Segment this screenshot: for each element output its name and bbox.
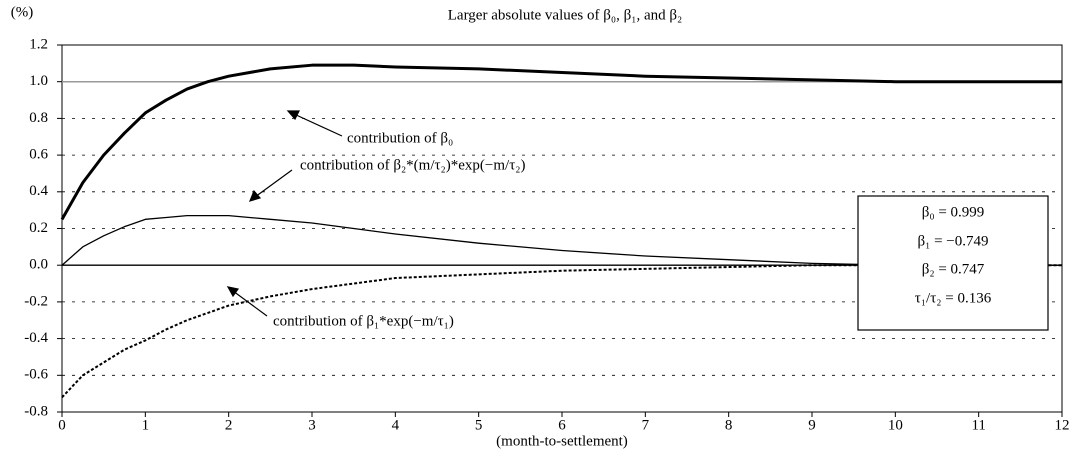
x-tick-label: 5 (475, 417, 483, 433)
y-tick-label: 0.6 (29, 147, 48, 163)
arrow-head (286, 110, 300, 121)
y-tick-label: -0.2 (24, 293, 48, 309)
y-tick-label: -0.6 (24, 367, 48, 383)
data-line (60, 63, 1062, 221)
x-tick-label: 6 (558, 417, 566, 433)
x-tick-label: 4 (392, 417, 400, 433)
x-tick-label: 1 (142, 417, 150, 433)
data-line (61, 215, 1062, 266)
y-tick-label: 0.0 (29, 257, 48, 273)
x-tick-label: 3 (308, 417, 316, 433)
parameter: τ₁/τ₂ = 0.136 (915, 290, 992, 306)
arrow-head (248, 189, 262, 202)
y-unit: (%) (11, 4, 34, 20)
y-tick-label: 1.2 (29, 36, 48, 52)
arrow-head (226, 286, 240, 298)
x-tick-label: 11 (971, 417, 985, 433)
parameter-box (857, 195, 1049, 331)
annotation: contribution of β₂*(m/τ₂)*exp(−m/τ₂) (300, 157, 525, 173)
x-axis-label: (month-to-settlement) (496, 433, 628, 449)
x-tick-label: 10 (888, 417, 903, 433)
parameter: β₀ = 0.999 (922, 204, 985, 220)
parameter: β₂ = 0.747 (922, 261, 985, 277)
x-tick-label: 7 (642, 417, 650, 433)
arrow (293, 113, 343, 137)
x-tick-label: 0 (58, 417, 66, 433)
x-tick-label: 8 (725, 417, 733, 433)
arrow (232, 290, 268, 317)
x-tick-label: 9 (808, 417, 816, 433)
chart-title: Larger absolute values of β₀, β₁, and β₂ (448, 7, 683, 23)
annotation: contribution of β₁*exp(−m/τ₁) (273, 313, 454, 329)
y-tick-label: 0.8 (29, 110, 48, 126)
x-tick-label: 2 (225, 417, 233, 433)
y-tick-label: -0.4 (24, 330, 48, 346)
arrow (254, 169, 293, 198)
annotation: contribution of β₀ (347, 130, 453, 146)
y-tick-label: 0.2 (29, 220, 48, 236)
annotation-arrows (226, 110, 343, 317)
y-tick-label: 1.0 (29, 73, 48, 89)
data-line (61, 264, 1062, 399)
x-tick-label: 12 (1055, 417, 1070, 433)
y-tick-label: 0.4 (29, 183, 48, 199)
plot-area: -0.8-0.6-0.4-0.20.00.20.40.60.81.01.20 1 2… (24, 36, 1069, 433)
y-tick-label: -0.8 (24, 403, 48, 419)
parameter: β₁ = −0.749 (917, 233, 988, 249)
